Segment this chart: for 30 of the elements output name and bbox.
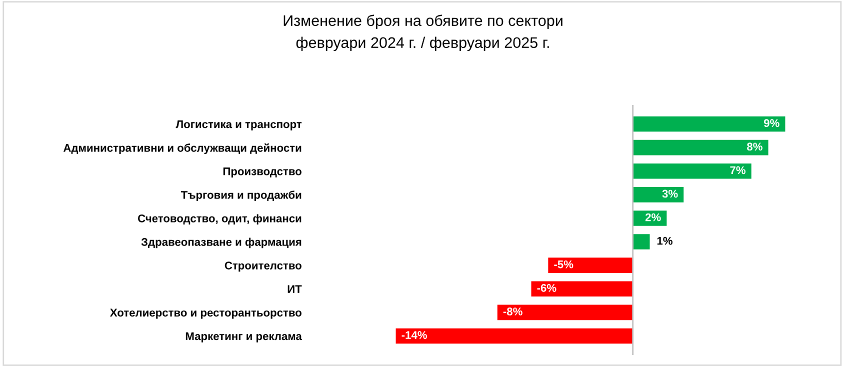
bar <box>632 116 786 132</box>
y-tick-label: Здравеопазване и фармация <box>141 238 302 248</box>
data-label: -8% <box>503 308 522 316</box>
y-tick-label: ИТ <box>288 285 302 293</box>
bar <box>632 163 752 179</box>
bar <box>531 281 633 297</box>
y-tick-label: Търговия и продажби <box>180 190 302 202</box>
y-tick-label: Хотелиерство и ресторантьорство <box>110 308 302 319</box>
data-label: -6% <box>537 284 556 292</box>
y-tick-label: Административни и обслужващи дейности <box>63 143 302 154</box>
y-tick-label: Производство <box>223 168 302 178</box>
data-label: 7% <box>730 166 746 174</box>
chart-title: Изменение броя на обявите по сектори февруари 2024 г. / февруари 2025 г. <box>284 14 562 52</box>
data-label: -14% <box>402 331 427 339</box>
data-label: 2% <box>645 213 661 222</box>
y-tick-label: Логистика и транспорт <box>176 120 302 130</box>
bar <box>396 328 633 344</box>
data-label: 8% <box>747 142 762 151</box>
data-label: 1% <box>657 236 672 245</box>
y-tick-label: Строителство <box>224 262 302 272</box>
data-label: 3% <box>662 190 678 198</box>
bar <box>497 304 633 320</box>
bar <box>548 258 633 273</box>
data-label: -5% <box>554 260 574 268</box>
y-tick-label: Маркетинг и реклама <box>186 332 302 342</box>
bar <box>632 234 650 250</box>
bar <box>632 140 768 156</box>
bar <box>632 187 684 202</box>
y-tick-label: Счетоводство, одит, финанси <box>138 214 302 225</box>
data-label: 9% <box>764 119 780 127</box>
